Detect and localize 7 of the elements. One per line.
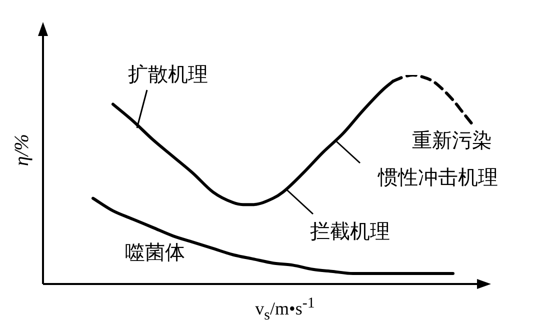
x-axis-title: v$_{s}$/m•s$^{-1}$ [255, 296, 315, 324]
annotation: 重新污染 [412, 130, 492, 152]
y-axis-title: η/% [11, 134, 33, 166]
annotation: 扩散机理 [128, 64, 208, 86]
series-label: 噬菌体 [125, 242, 185, 264]
annotation: 惯性冲击机理 [378, 167, 498, 189]
annotation: 拦截机理 [310, 221, 390, 243]
